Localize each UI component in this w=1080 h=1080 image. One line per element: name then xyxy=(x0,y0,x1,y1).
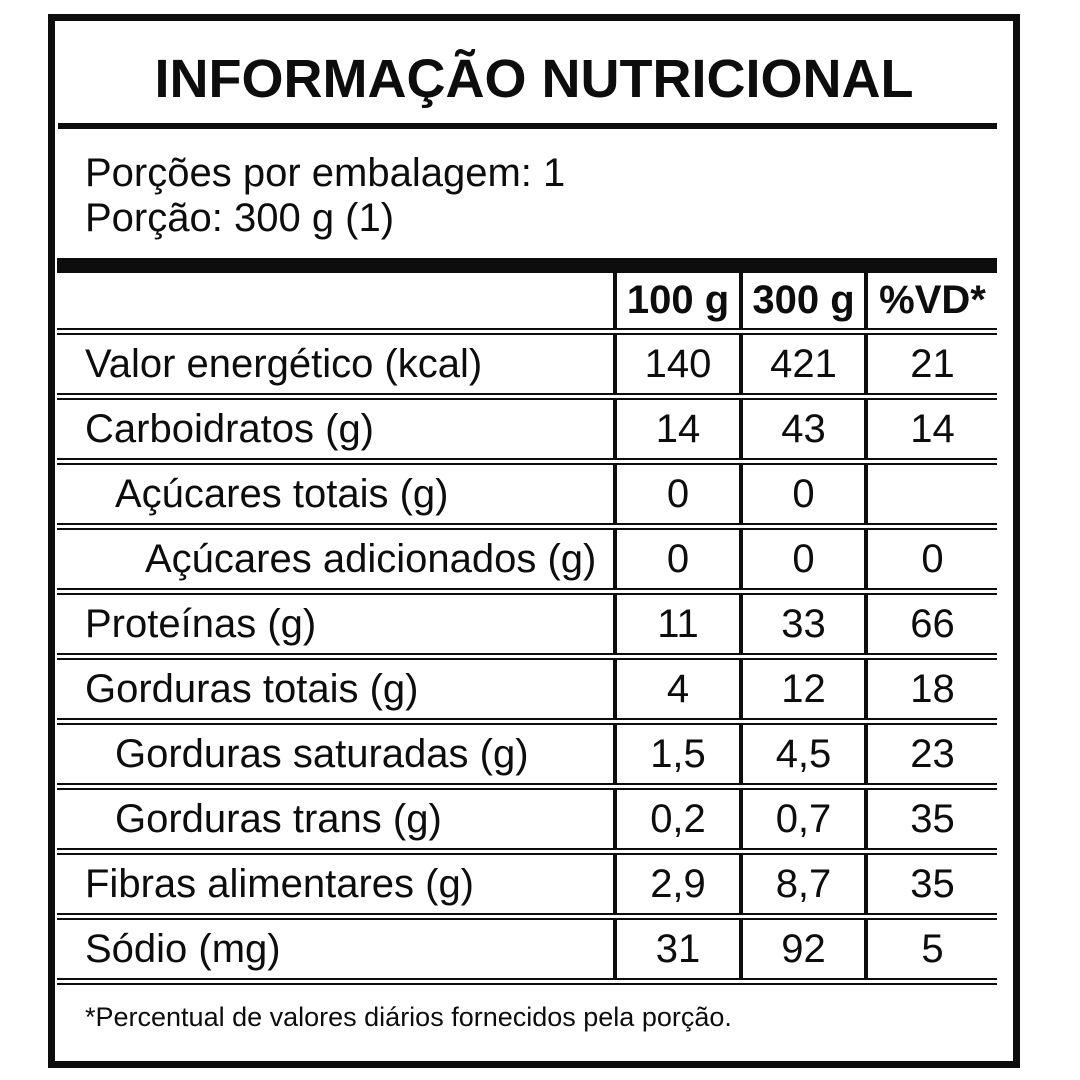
value-vd: 35 xyxy=(864,851,997,920)
value-300g: 0 xyxy=(739,526,866,595)
row-label: Sódio (mg) xyxy=(57,916,615,985)
column-header-vd: %VD* xyxy=(864,273,997,335)
value-300g: 43 xyxy=(739,396,866,465)
servings-per-package: Porções por embalagem: 1 xyxy=(85,151,566,195)
value-vd: 23 xyxy=(864,721,997,790)
table-header-bar xyxy=(57,258,997,273)
row-label: Valor energético (kcal) xyxy=(57,331,615,400)
label-title: INFORMAÇÃO NUTRICIONAL xyxy=(154,49,914,109)
row-label: Gorduras trans (g) xyxy=(57,786,615,855)
row-label: Fibras alimentares (g) xyxy=(57,851,615,920)
value-100g: 0,2 xyxy=(613,786,741,855)
row-label: Proteínas (g) xyxy=(57,591,615,660)
value-100g: 31 xyxy=(613,916,741,985)
row-label: Gorduras saturadas (g) xyxy=(57,721,615,790)
table-row: Proteínas (g) 11 33 66 xyxy=(57,591,997,660)
column-header-300g: 300 g xyxy=(739,273,866,335)
value-vd: 66 xyxy=(864,591,997,660)
value-300g: 0 xyxy=(739,461,866,530)
value-300g: 421 xyxy=(739,331,866,400)
value-100g: 2,9 xyxy=(613,851,741,920)
value-100g: 0 xyxy=(613,461,741,530)
table-row: Carboidratos (g) 14 43 14 xyxy=(57,396,997,465)
column-header-nutrient xyxy=(57,273,615,335)
value-100g: 0 xyxy=(613,526,741,595)
footnote: *Percentual de valores diários fornecido… xyxy=(85,1002,732,1032)
value-300g: 33 xyxy=(739,591,866,660)
title-rule xyxy=(58,123,997,129)
column-header-100g: 100 g xyxy=(613,273,741,335)
value-100g: 140 xyxy=(613,331,741,400)
value-vd: 18 xyxy=(864,656,997,725)
row-label: Gorduras totais (g) xyxy=(57,656,615,725)
value-100g: 11 xyxy=(613,591,741,660)
serving-block: Porções por embalagem: 1 Porção: 300 g (… xyxy=(85,151,1013,241)
value-vd: 5 xyxy=(864,916,997,985)
value-300g: 12 xyxy=(739,656,866,725)
table-row: Açúcares adicionados (g) 0 0 0 xyxy=(57,526,997,595)
value-100g: 1,5 xyxy=(613,721,741,790)
value-vd: 14 xyxy=(864,396,997,465)
table-row: Gorduras totais (g) 4 12 18 xyxy=(57,656,997,725)
portion-size: Porção: 300 g (1) xyxy=(85,196,395,240)
value-vd: 21 xyxy=(864,331,997,400)
nutrition-label: INFORMAÇÃO NUTRICIONAL Porções por embal… xyxy=(48,14,1020,1068)
table-row: Sódio (mg) 31 92 5 xyxy=(57,916,997,985)
table-row: Açúcares totais (g) 0 0 xyxy=(57,461,997,530)
value-vd: 35 xyxy=(864,786,997,855)
value-300g: 8,7 xyxy=(739,851,866,920)
table-header-row: 100 g 300 g %VD* xyxy=(57,273,997,335)
value-100g: 14 xyxy=(613,396,741,465)
table-row: Valor energético (kcal) 140 421 21 xyxy=(57,331,997,400)
value-100g: 4 xyxy=(613,656,741,725)
value-vd xyxy=(864,461,997,530)
value-300g: 4,5 xyxy=(739,721,866,790)
row-label: Açúcares adicionados (g) xyxy=(57,526,615,595)
table-row: Fibras alimentares (g) 2,9 8,7 35 xyxy=(57,851,997,920)
value-300g: 0,7 xyxy=(739,786,866,855)
row-label: Carboidratos (g) xyxy=(57,396,615,465)
table-row: Gorduras trans (g) 0,2 0,7 35 xyxy=(57,786,997,855)
row-label: Açúcares totais (g) xyxy=(57,461,615,530)
value-300g: 92 xyxy=(739,916,866,985)
nutrition-table: 100 g 300 g %VD* Valor energético (kcal)… xyxy=(57,273,997,985)
table-row: Gorduras saturadas (g) 1,5 4,5 23 xyxy=(57,721,997,790)
value-vd: 0 xyxy=(864,526,997,595)
